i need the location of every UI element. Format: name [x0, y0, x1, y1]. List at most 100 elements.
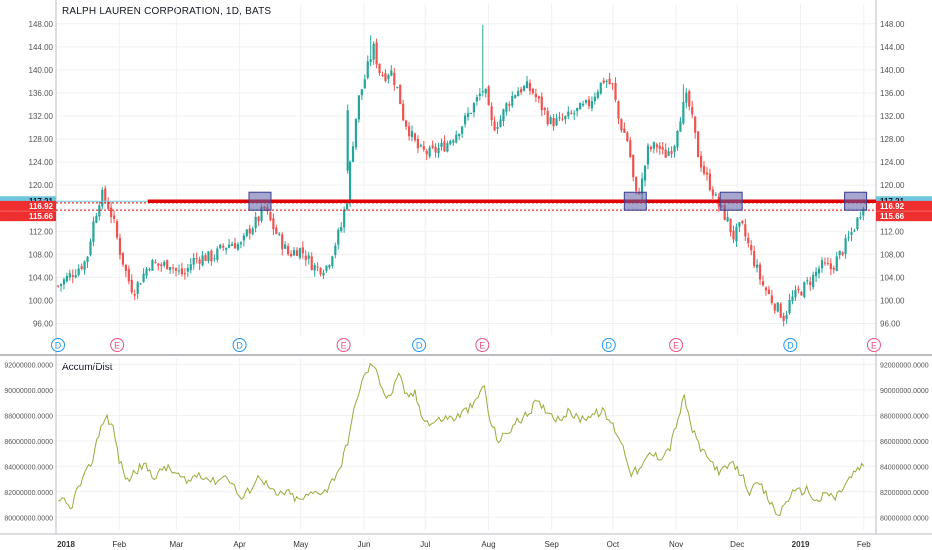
earnings-marker[interactable] — [110, 338, 125, 352]
candle-body — [287, 246, 290, 255]
candle-body — [640, 178, 644, 195]
earnings-marker[interactable] — [866, 338, 881, 352]
candle-body — [499, 119, 502, 127]
candle-body — [835, 256, 838, 272]
x-tick-label: Feb — [857, 540, 871, 549]
candle-body — [112, 215, 116, 219]
dividend-marker[interactable] — [783, 338, 798, 352]
candle-body — [747, 237, 750, 244]
candle-body — [281, 234, 284, 250]
candle-body — [348, 161, 352, 203]
candle-body — [307, 255, 310, 259]
candle-body — [195, 258, 198, 260]
candle-body — [564, 116, 567, 120]
candle-body — [540, 96, 543, 111]
y-tick-label-left: 136.00 — [29, 89, 54, 98]
candle-body — [461, 126, 464, 134]
candle-body — [694, 116, 697, 133]
candle-body — [593, 96, 596, 102]
candle-body — [443, 141, 446, 152]
candle-body — [652, 142, 655, 149]
earnings-marker[interactable] — [669, 338, 684, 352]
candle-body — [381, 74, 384, 76]
highlight-box[interactable] — [719, 191, 743, 211]
candle-body — [475, 97, 478, 102]
candle-body — [608, 78, 611, 85]
dividend-marker-label: D — [606, 341, 613, 351]
candle-body — [708, 173, 712, 190]
candle-body — [814, 271, 818, 277]
earnings-marker[interactable] — [475, 338, 490, 352]
candle-body — [649, 146, 653, 150]
candle-body — [269, 211, 272, 221]
candle-body — [86, 256, 89, 263]
candle-body — [682, 102, 685, 124]
candle-body — [764, 287, 768, 291]
price-label-left: 115.66 — [29, 212, 54, 221]
candle-body — [121, 252, 125, 265]
candle-body — [174, 268, 178, 271]
candle-body — [699, 155, 703, 168]
candle-body — [133, 294, 136, 296]
candle-body — [714, 194, 717, 196]
dividend-marker[interactable] — [412, 338, 427, 352]
highlight-box[interactable] — [248, 191, 272, 211]
candle-body — [779, 304, 782, 318]
candle-body — [204, 255, 207, 261]
candle-body — [555, 118, 558, 126]
candle-body — [496, 127, 499, 129]
candle-body — [626, 132, 629, 142]
candle-body — [366, 61, 369, 78]
price-label-left-bg — [0, 211, 56, 222]
candle-body — [322, 272, 325, 276]
highlight-box[interactable] — [844, 191, 868, 211]
candle-body — [812, 274, 815, 288]
dividend-marker[interactable] — [601, 338, 616, 352]
candle-body — [360, 89, 363, 96]
x-tick-label: 2018 — [57, 540, 75, 549]
x-tick-label: Nov — [669, 540, 683, 549]
candle-body — [346, 203, 349, 210]
ind-tick-label-left: 86000000.0000 — [4, 439, 53, 446]
candle-body — [623, 128, 626, 133]
candle-body — [614, 83, 617, 100]
candle-body — [107, 201, 110, 209]
candle-body — [611, 83, 614, 85]
candle-body — [130, 279, 133, 293]
candle-body — [655, 144, 658, 148]
candle-body — [511, 96, 514, 106]
candle-body — [65, 275, 68, 282]
candle-body — [154, 261, 157, 263]
candle-body — [183, 273, 186, 275]
y-tick-label-left: 140.00 — [29, 66, 54, 75]
candle-body — [469, 113, 473, 115]
candle-body — [207, 251, 210, 261]
dividend-marker[interactable] — [232, 338, 247, 352]
candle-body — [201, 255, 204, 266]
candle-body — [369, 59, 372, 62]
accum-dist-line — [57, 362, 865, 516]
earnings-marker-label: E — [673, 341, 679, 351]
candle-body — [658, 145, 661, 149]
x-tick-label: Dec — [730, 540, 744, 549]
candle-body — [732, 230, 735, 240]
candle-body — [670, 151, 673, 154]
candle-body — [136, 282, 139, 294]
candle-body — [95, 215, 98, 223]
candle-body — [56, 285, 60, 287]
highlight-box[interactable] — [623, 191, 647, 211]
candle-body — [487, 86, 490, 106]
candle-body — [422, 146, 425, 150]
ind-tick-label-left: 90000000.0000 — [4, 388, 53, 395]
candle-body — [856, 217, 859, 229]
earnings-marker[interactable] — [336, 338, 351, 352]
dividend-marker[interactable] — [51, 338, 66, 352]
candle-body — [758, 264, 762, 280]
candle-body — [463, 115, 467, 125]
x-tick-label: Aug — [481, 540, 495, 549]
candle-body — [242, 235, 245, 241]
y-tick-label-left: 108.00 — [29, 250, 54, 259]
candle-body — [239, 242, 243, 245]
candle-body — [490, 106, 493, 121]
